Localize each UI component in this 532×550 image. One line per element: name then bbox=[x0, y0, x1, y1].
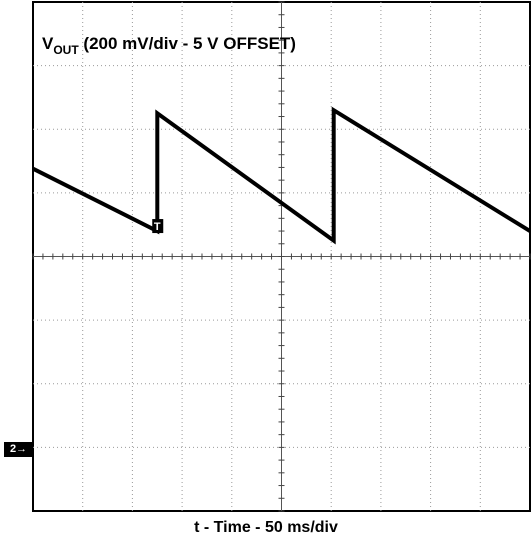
trigger-marker-label: T bbox=[154, 221, 161, 233]
channel-2-marker: 2→ bbox=[4, 442, 33, 457]
chart-title: VOUT (200 mV/div - 5 V OFFSET) bbox=[42, 34, 296, 57]
x-axis-label: t - Time - 50 ms/div bbox=[194, 519, 338, 536]
trigger-marker-box bbox=[152, 219, 164, 234]
center-ticks bbox=[32, 1, 531, 512]
vout-trace bbox=[32, 106, 532, 245]
trigger-marker: T bbox=[152, 219, 164, 234]
title-rest: (200 mV/div - 5 V OFFSET) bbox=[78, 34, 296, 53]
title-subscript: OUT bbox=[53, 43, 79, 57]
